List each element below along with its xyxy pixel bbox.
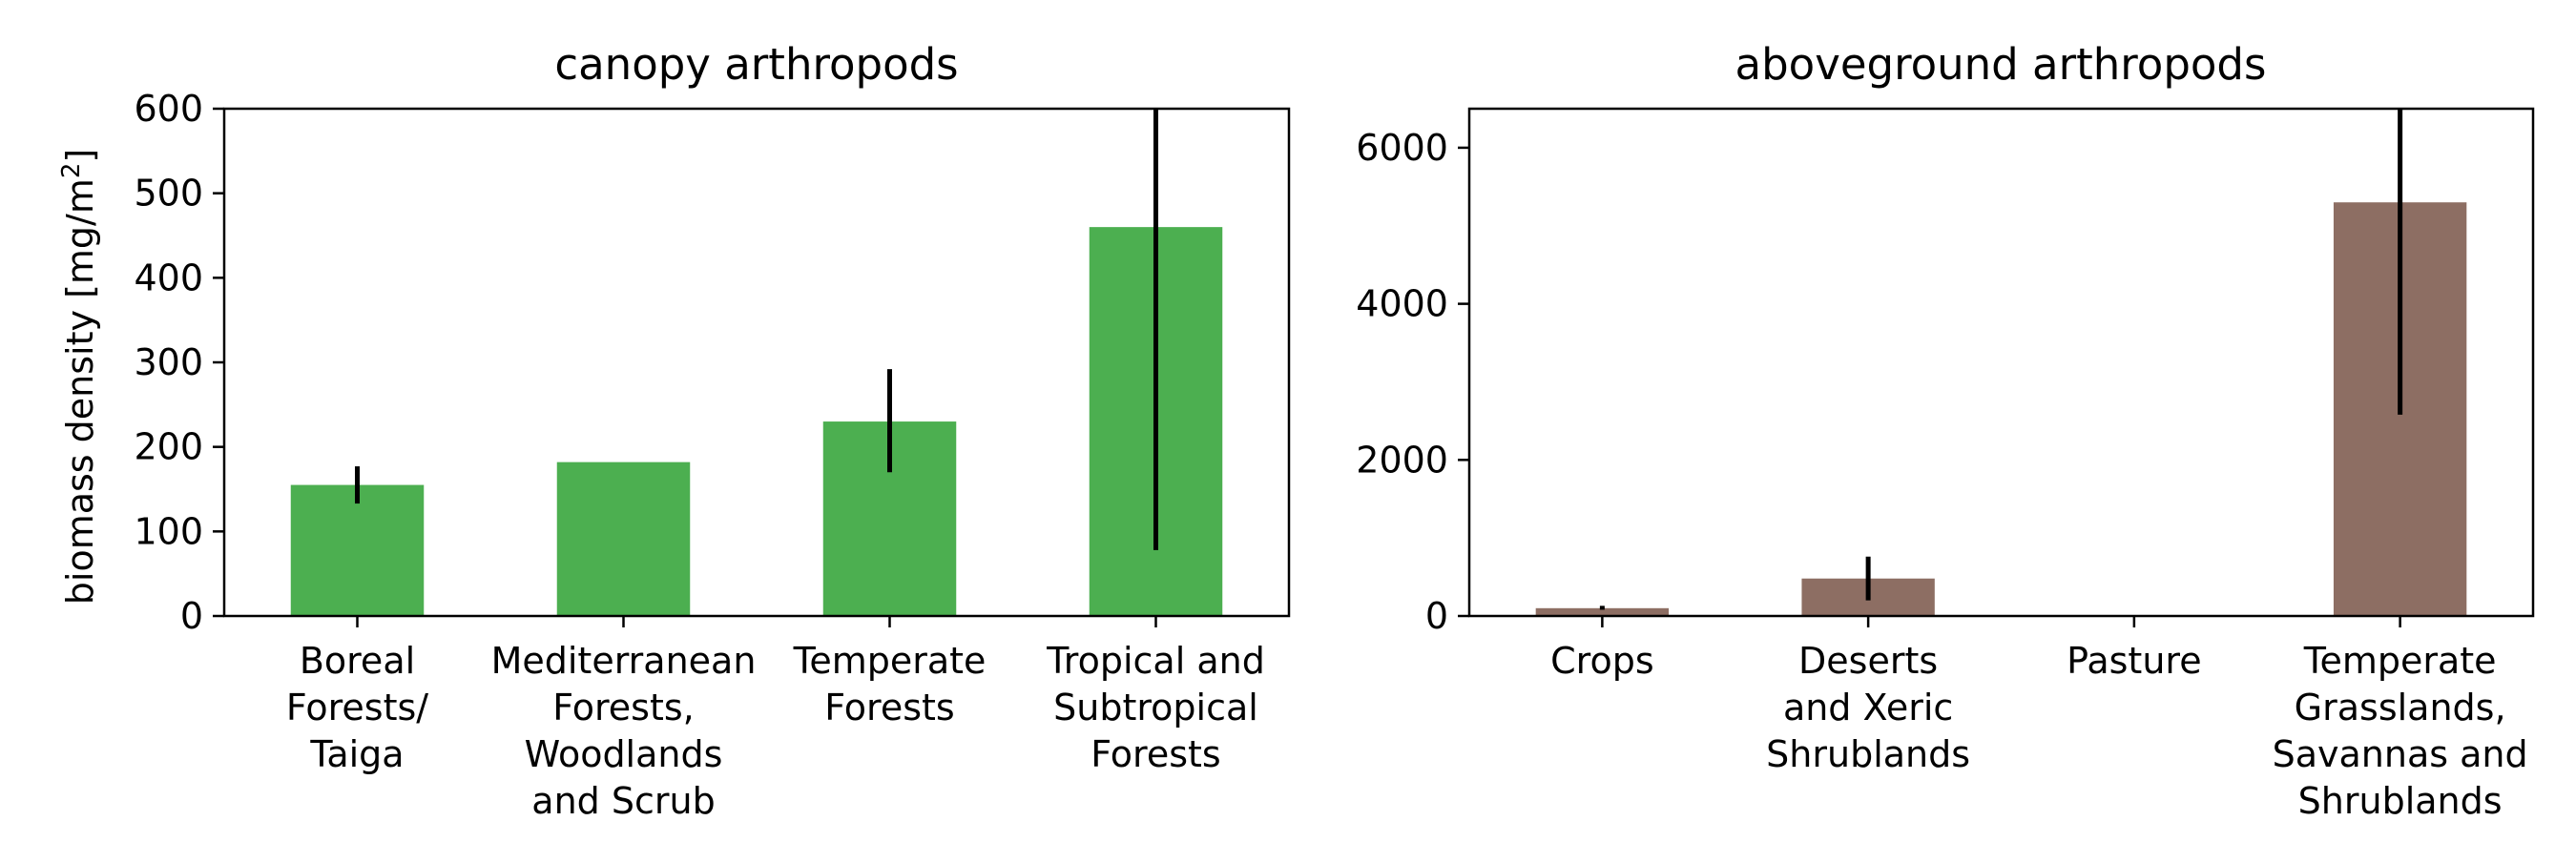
y-axis-label-canopy: biomass density [mg/m2] bbox=[57, 149, 101, 605]
bar-canopy-0 bbox=[290, 484, 425, 616]
y-tick-label-canopy-1: 100 bbox=[134, 510, 203, 552]
x-tick-label-canopy-2: Temperate Forests bbox=[793, 640, 987, 729]
x-ticks-canopy: Boreal Forests/Taiga Mediterranean Forests,… bbox=[286, 616, 1265, 822]
y-tick-label-aboveground-0: 0 bbox=[1425, 595, 1448, 637]
panel-canopy-arthropods: canopy arthropods biomass density [mg/m2… bbox=[57, 39, 1291, 822]
y-tick-label-aboveground-1: 2000 bbox=[1356, 439, 1448, 481]
y-tick-label-canopy-3: 300 bbox=[134, 341, 203, 383]
y-tick-label-canopy-6: 600 bbox=[134, 88, 203, 130]
y-tick-label-canopy-0: 0 bbox=[180, 595, 203, 637]
y-axis-label-superscript: 2 bbox=[57, 163, 86, 179]
x-tick-label-canopy-3: Tropical and Subtropical Forests bbox=[1046, 640, 1265, 775]
x-ticks-aboveground: Crops Deserts and Xeric Shrublands Pasture Te… bbox=[1550, 616, 2528, 822]
bar-aboveground-0 bbox=[1535, 607, 1670, 616]
y-ticks-canopy: 0 100 200 300 400 500 600 bbox=[134, 88, 224, 637]
chart-title-aboveground: aboveground arthropods bbox=[1735, 39, 2267, 90]
chart-title-canopy: canopy arthropods bbox=[554, 39, 958, 90]
x-tick-label-canopy-1: Mediterranean Forests, Woodlands and Scrub bbox=[491, 640, 757, 822]
y-axis-label-end: ] bbox=[59, 149, 101, 163]
plot-frame-aboveground bbox=[1467, 107, 2535, 618]
plot-frame-canopy bbox=[222, 107, 1291, 618]
error-bars-canopy bbox=[355, 109, 1158, 550]
x-tick-label-aboveground-3: Temperate Grasslands, Savannas and Shrublan… bbox=[2273, 640, 2528, 822]
bar-canopy-1 bbox=[556, 462, 691, 616]
y-tick-label-aboveground-2: 4000 bbox=[1356, 283, 1448, 325]
bars-aboveground bbox=[1535, 202, 2467, 616]
y-tick-label-canopy-2: 200 bbox=[134, 426, 203, 468]
y-tick-label-canopy-5: 500 bbox=[134, 173, 203, 215]
x-tick-label-aboveground-1: Deserts and Xeric Shrublands bbox=[1766, 640, 1970, 775]
y-tick-label-aboveground-3: 6000 bbox=[1356, 127, 1448, 169]
y-axis-label-text: biomass density [mg/m bbox=[59, 178, 101, 605]
bars-canopy bbox=[290, 227, 1223, 616]
x-tick-label-aboveground-0: Crops bbox=[1550, 640, 1654, 682]
panel-aboveground-arthropods: aboveground arthropods 0 2000 4000 6000 Cro… bbox=[1356, 39, 2535, 822]
error-bars-aboveground bbox=[1599, 109, 2403, 610]
y-tick-label-canopy-4: 400 bbox=[134, 257, 203, 298]
x-tick-label-aboveground-2: Pasture bbox=[2067, 640, 2201, 682]
y-ticks-aboveground: 0 2000 4000 6000 bbox=[1356, 127, 1469, 637]
x-tick-label-canopy-0: Boreal Forests/Taiga bbox=[286, 640, 428, 775]
